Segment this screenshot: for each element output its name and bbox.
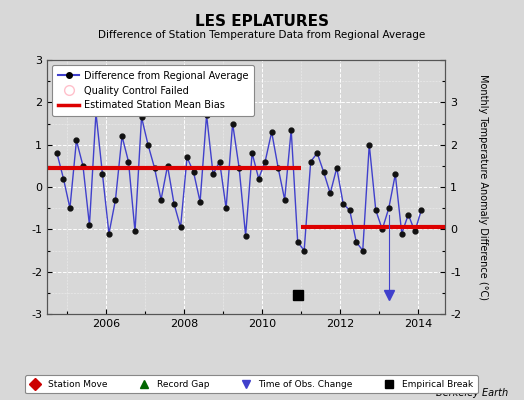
Text: LES EPLATURES: LES EPLATURES	[195, 14, 329, 29]
Legend: Difference from Regional Average, Quality Control Failed, Estimated Station Mean: Difference from Regional Average, Qualit…	[52, 65, 255, 116]
Legend: Station Move, Record Gap, Time of Obs. Change, Empirical Break: Station Move, Record Gap, Time of Obs. C…	[26, 376, 477, 394]
Text: Difference of Station Temperature Data from Regional Average: Difference of Station Temperature Data f…	[99, 30, 425, 40]
Text: Berkeley Earth: Berkeley Earth	[436, 388, 508, 398]
Y-axis label: Monthly Temperature Anomaly Difference (°C): Monthly Temperature Anomaly Difference (…	[478, 74, 488, 300]
